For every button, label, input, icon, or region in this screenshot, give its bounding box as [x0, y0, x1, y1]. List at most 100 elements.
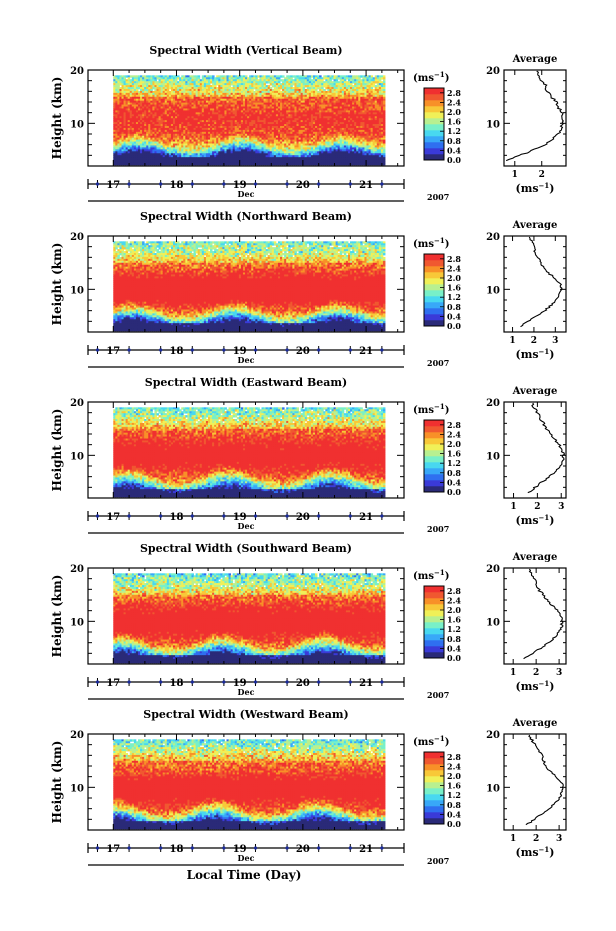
colorbar-swatch: [424, 788, 444, 795]
time-axis-marker: [190, 846, 194, 850]
colorbar-tick-label: 1.2: [447, 458, 461, 468]
colorbar-tick-label: 0.0: [447, 155, 461, 165]
time-axis-marker: [285, 680, 289, 684]
x-tick-label: 18: [170, 678, 184, 689]
y-axis-label: Height (km): [50, 77, 64, 160]
average-unit-label: (ms−1): [515, 181, 554, 195]
x-tick-label: 19: [233, 678, 247, 689]
colorbar-swatch: [424, 450, 444, 457]
colorbar-swatch: [424, 106, 444, 113]
plot-frame: [87, 69, 405, 167]
colorbar-swatch: [424, 112, 444, 119]
colorbar-swatch: [424, 118, 444, 125]
y-axis-label: Height (km): [50, 409, 64, 492]
avg-x-tick-label: 2: [539, 170, 545, 180]
average-title: Average: [512, 552, 558, 563]
time-axis-marker: [95, 680, 100, 684]
x-tick-label: 21: [359, 346, 373, 357]
month-label: Dec: [238, 687, 255, 697]
colorbar-swatch: [424, 474, 444, 481]
plot-frame: [87, 235, 405, 333]
colorbar-tick-label: 0.0: [447, 819, 461, 829]
colorbar-swatch: [424, 794, 444, 801]
y-axis-label: Height (km): [50, 575, 64, 658]
x-tick-label: 18: [170, 180, 184, 191]
average-title: Average: [512, 718, 558, 729]
colorbar-swatch: [424, 124, 444, 131]
x-tick-label: 17: [106, 844, 120, 855]
x-tick-label: 19: [233, 844, 247, 855]
colorbar-unit-label: (ms−1): [413, 402, 449, 416]
colorbar-swatch: [424, 586, 444, 593]
colorbar-tick-label: 1.2: [447, 126, 461, 136]
x-tick-label: 19: [233, 346, 247, 357]
colorbar-swatch: [424, 456, 444, 463]
y-tick-label: 20: [70, 564, 84, 575]
avg-y-tick-label: 10: [486, 617, 500, 628]
time-axis-marker: [159, 348, 163, 352]
unit-base: (ms: [515, 846, 538, 859]
unit-exponent: −1: [434, 734, 445, 743]
colorbar-swatch: [424, 444, 444, 451]
heatmap-field: [113, 407, 386, 498]
colorbar-tick-label: 2.8: [447, 752, 461, 762]
time-axis-marker: [127, 348, 131, 352]
avg-x-tick-label: 1: [510, 502, 516, 512]
avg-x-tick-label: 1: [510, 834, 516, 844]
panel-1: Spectral Width (Vertical Beam) 10 20 Height…: [50, 44, 567, 202]
x-tick-label: 20: [296, 844, 310, 855]
average-frame: [503, 733, 567, 831]
average-profile-line: [520, 236, 563, 328]
avg-y-tick-label: 10: [486, 119, 500, 130]
y-tick-label: 10: [70, 451, 84, 462]
unit-close: ): [445, 737, 450, 748]
panel-4: Spectral Width (Southward Beam) 10 20 Heigh…: [50, 542, 567, 700]
unit-close: ): [445, 571, 450, 582]
colorbar-tick-label: 0.4: [447, 643, 461, 653]
avg-x-tick-label: 3: [552, 336, 558, 346]
time-axis-marker: [222, 680, 226, 684]
panel-2: Spectral Width (Northward Beam) 10 20 Heigh…: [50, 210, 567, 368]
year-label: 2007: [427, 690, 449, 700]
time-axis-marker: [348, 182, 352, 186]
unit-base: (ms: [413, 239, 434, 250]
colorbar-swatch: [424, 432, 444, 439]
unit-close: ): [549, 514, 554, 527]
average-frame: [503, 69, 567, 167]
colorbar-tick-label: 2.0: [447, 439, 461, 449]
colorbar-tick-label: 0.0: [447, 321, 461, 331]
colorbar-tick-label: 2.0: [447, 273, 461, 283]
colorbar-swatch: [424, 640, 444, 647]
colorbar-swatch: [424, 314, 444, 321]
unit-base: (ms: [413, 571, 434, 582]
heatmap-field: [113, 739, 386, 830]
colorbar-swatch: [424, 136, 444, 143]
avg-x-tick-label: 1: [510, 668, 516, 678]
colorbar-tick-label: 2.0: [447, 771, 461, 781]
unit-close: ): [549, 846, 554, 859]
time-axis-marker: [380, 846, 384, 850]
unit-exponent: −1: [539, 513, 550, 522]
unit-base: (ms: [515, 680, 538, 693]
x-tick-label: 17: [106, 678, 120, 689]
unit-exponent: −1: [539, 679, 550, 688]
x-tick-label: 17: [106, 180, 120, 191]
y-tick-label: 10: [70, 783, 84, 794]
panel-title: Spectral Width (Eastward Beam): [145, 376, 347, 389]
time-axis-marker: [127, 680, 131, 684]
x-tick-label: 18: [170, 346, 184, 357]
unit-exponent: −1: [434, 236, 445, 245]
unit-base: (ms: [413, 405, 434, 416]
colorbar-swatch: [424, 764, 444, 771]
colorbar-unit-label: (ms−1): [413, 734, 449, 748]
avg-x-tick-label: 1: [509, 336, 515, 346]
average-frame: [503, 235, 567, 333]
time-axis-marker: [127, 182, 131, 186]
colorbar-swatch: [424, 302, 444, 309]
panel-title: Spectral Width (Vertical Beam): [149, 44, 342, 57]
colorbar-tick-label: 2.4: [447, 761, 461, 771]
time-axis-marker: [159, 846, 163, 850]
avg-y-tick-label: 10: [486, 285, 500, 296]
time-axis-marker: [159, 680, 163, 684]
